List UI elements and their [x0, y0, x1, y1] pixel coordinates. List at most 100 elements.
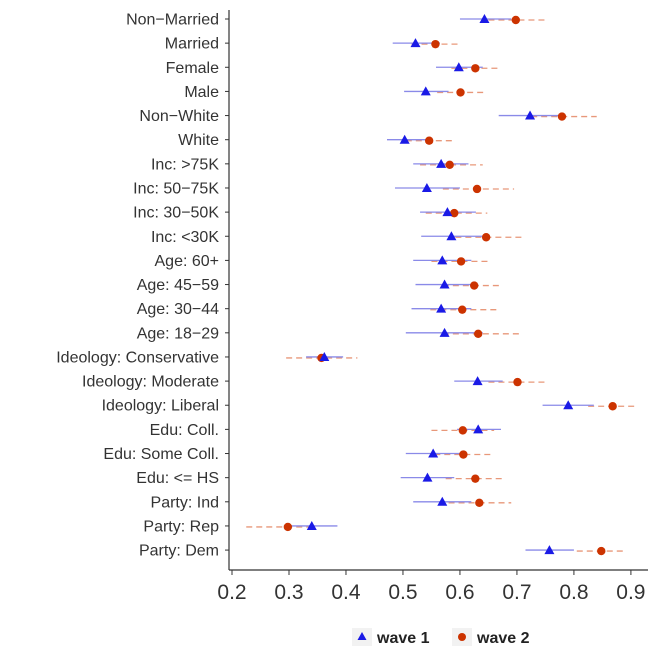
category-label: Ideology: Liberal [102, 398, 219, 415]
category-label: Non−White [139, 108, 219, 125]
category-row: Party: Dem [139, 543, 626, 560]
category-row: Age: 60+ [155, 253, 492, 270]
wave-2-point [450, 208, 459, 218]
category-row: Ideology: Moderate [82, 374, 547, 391]
x-tick-label: 0.6 [445, 581, 474, 604]
legend-label-wave-1: wave 1 [376, 630, 430, 647]
category-row: Ideology: Liberal [102, 398, 637, 415]
wave-2-point [283, 522, 293, 532]
wave-1-point [306, 520, 317, 530]
category-row: Non−Married [126, 12, 549, 29]
category-row: Edu: Coll. [150, 422, 501, 439]
wave-1-point [428, 448, 439, 458]
category-label: Inc: 30−50K [133, 205, 219, 222]
x-tick-label: 0.7 [502, 581, 531, 604]
category-row: Age: 45−59 [137, 277, 503, 294]
wave-1-point [453, 62, 464, 72]
category-row: Age: 18−29 [137, 325, 520, 342]
wave-2-point [424, 136, 434, 145]
wave-2-point [481, 233, 491, 242]
x-tick-label: 0.3 [274, 581, 303, 604]
circle-marker-icon [458, 633, 466, 641]
wave-1-point [399, 134, 410, 144]
category-label: Age: 45−59 [137, 277, 219, 294]
x-axis-ticks: 0.2 0.3 0.4 0.5 0.6 0.7 0.8 0.9 [217, 570, 646, 604]
legend-item-wave-1: wave 1 [352, 628, 430, 647]
category-row: Inc: <30K [151, 229, 522, 246]
category-row: Edu: <= HS [136, 470, 506, 487]
wave-1-point [544, 545, 555, 555]
category-row: Age: 30−44 [137, 301, 497, 318]
wave-1-point [422, 472, 433, 482]
wave-1-point [437, 496, 448, 506]
category-row: Inc: 50−75K [133, 180, 515, 197]
category-row: Non−White [139, 108, 597, 125]
category-label: Party: Rep [143, 518, 219, 535]
wave-1-point [446, 231, 457, 241]
category-row: Edu: Some Coll. [103, 446, 493, 463]
legend-label-wave-2: wave 2 [476, 630, 530, 647]
wave-2-point [513, 377, 522, 387]
wave-1-point [439, 279, 450, 289]
category-row: White [178, 132, 455, 149]
x-tick-label: 0.2 [217, 581, 246, 604]
category-row: Ideology: Conservative [56, 349, 358, 366]
wave-1-point [436, 303, 447, 313]
x-tick-label: 0.4 [331, 581, 361, 604]
category-label: Female [166, 60, 219, 77]
triangle-marker-icon [357, 632, 367, 640]
category-row: Party: Ind [151, 494, 512, 511]
plot-rows: Non−Married Married Female Male Non−White Whi… [56, 12, 637, 560]
category-label: Party: Dem [139, 543, 219, 560]
category-row: Party: Rep [143, 518, 338, 535]
wave-1-point [563, 400, 574, 410]
wave-2-point [511, 15, 520, 25]
category-row: Male [184, 84, 484, 101]
category-label: Ideology: Conservative [56, 349, 219, 366]
wave-1-point [473, 424, 484, 434]
wave-2-point [445, 160, 454, 170]
wave-1-point [472, 376, 483, 386]
category-label: Age: 18−29 [137, 325, 219, 342]
category-label: Non−Married [126, 12, 219, 29]
legend-item-wave-2: wave 2 [452, 628, 530, 647]
wave-1-point [442, 207, 453, 217]
wave-2-point [469, 281, 479, 290]
category-label: White [178, 132, 219, 149]
category-row: Inc: 30−50K [133, 205, 488, 222]
category-label: Edu: <= HS [136, 470, 219, 487]
wave-1-point [525, 110, 536, 120]
wave-2-point [431, 39, 440, 49]
wave-2-point [472, 184, 482, 194]
legend: wave 1 wave 2 [352, 628, 530, 647]
wave-2-point [608, 402, 617, 411]
wave-2-point [458, 426, 467, 435]
wave-2-point [471, 64, 480, 73]
x-tick-label: 0.8 [559, 581, 588, 604]
wave-1-point [437, 255, 448, 265]
category-label: Age: 30−44 [137, 301, 219, 318]
wave-1-point [421, 182, 432, 192]
wave-2-point [456, 257, 466, 266]
wave-2-point [473, 329, 483, 339]
wave-2-point [557, 112, 567, 121]
category-label: Inc: <30K [151, 229, 219, 246]
wave-1-point [420, 86, 431, 96]
x-tick-label: 0.9 [616, 581, 645, 604]
category-label: Edu: Some Coll. [103, 446, 219, 463]
category-label: Married [165, 36, 219, 53]
wave-2-point [458, 305, 467, 314]
x-tick-label: 0.5 [388, 581, 417, 604]
wave-2-point [471, 474, 480, 483]
category-label: Party: Ind [151, 494, 219, 511]
wave-1-point [439, 327, 450, 337]
category-label: Edu: Coll. [150, 422, 219, 439]
category-label: Male [184, 84, 219, 101]
wave-2-point [459, 450, 468, 459]
wave-1-point [436, 158, 447, 168]
wave-2-point [456, 88, 465, 97]
category-row: Inc: >75K [151, 156, 483, 173]
wave-1-point [319, 351, 330, 361]
wave-2-point [475, 498, 484, 507]
